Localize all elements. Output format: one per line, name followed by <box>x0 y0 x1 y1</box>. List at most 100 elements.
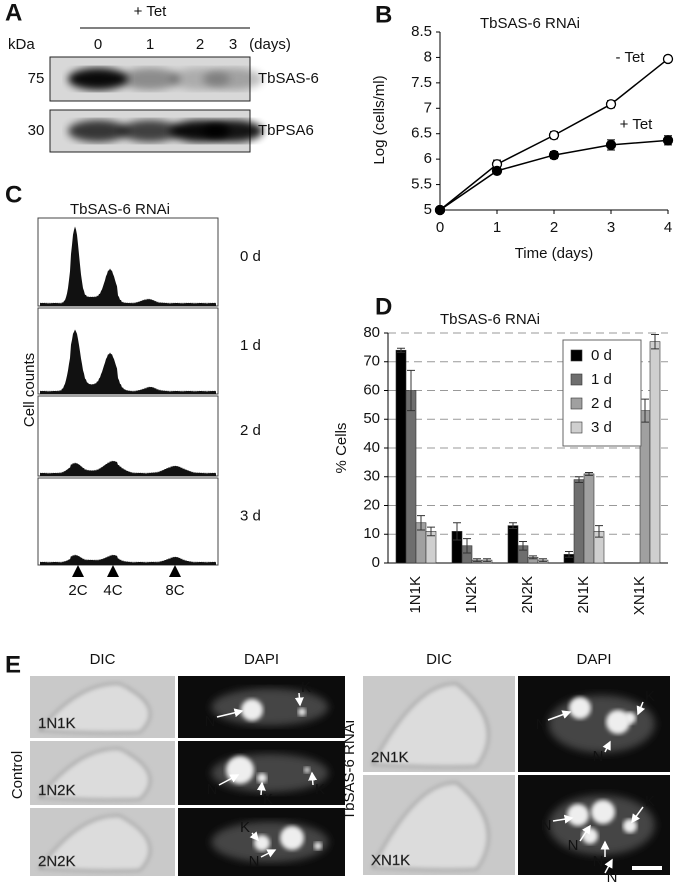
cell-label: 2N1K <box>371 749 409 766</box>
cell-outline <box>38 815 151 872</box>
legend-swatch <box>570 373 583 386</box>
histogram <box>40 329 216 394</box>
marker-label: N <box>541 817 552 834</box>
bar <box>573 479 585 564</box>
marker-label: K <box>263 791 273 808</box>
x-tick-label: XN1K <box>631 576 648 615</box>
y-tick-label: 8.5 <box>411 23 432 40</box>
error-bar <box>407 369 415 412</box>
nucleus <box>567 804 589 826</box>
marker-label: N <box>593 853 604 870</box>
nucleus <box>280 826 304 850</box>
error-bar <box>575 476 583 483</box>
y-tick-label: 70 <box>363 353 380 370</box>
nucleus <box>241 699 263 721</box>
y-tick-label: 8 <box>424 48 432 65</box>
blot-band <box>120 68 180 90</box>
data-point <box>491 165 503 176</box>
error-bar <box>519 540 527 551</box>
blot-band <box>203 120 263 142</box>
nucleus <box>314 842 322 850</box>
error-bar <box>397 347 405 353</box>
data-point <box>662 53 674 65</box>
histogram <box>40 460 216 476</box>
error-bar <box>427 526 435 537</box>
chart-title: TbSAS-6 RNAi <box>480 15 580 32</box>
marker-arrow <box>260 849 277 858</box>
legend-swatch <box>570 397 583 410</box>
nucleus <box>257 773 267 783</box>
cell-glow <box>548 695 655 753</box>
panel-letter: D <box>375 293 392 320</box>
legend-label: 3 d <box>591 419 612 436</box>
lane-label: 1 <box>146 36 154 53</box>
y-tick-label: 6.5 <box>411 125 432 142</box>
x-tick-label: 1N1K <box>407 576 424 614</box>
x-tick-label: 1 <box>493 219 501 236</box>
x-tick-label: 0 <box>436 219 444 236</box>
data-point <box>434 204 446 216</box>
error-bar <box>641 398 649 423</box>
column-label: DAPI <box>244 651 279 668</box>
marker-label: N <box>249 853 260 870</box>
peak-label: 2C <box>68 582 87 599</box>
x-tick-label: 2 <box>550 219 558 236</box>
y-tick-label: 5.5 <box>411 176 432 193</box>
y-tick-label: 20 <box>363 496 380 513</box>
x-tick-label: 3 <box>607 219 615 236</box>
nucleus <box>623 819 637 833</box>
y-tick-label: 80 <box>363 324 380 341</box>
error-bar <box>595 525 603 538</box>
data-point <box>605 99 617 110</box>
unit-label: kDa <box>8 36 35 53</box>
nucleus <box>569 697 591 719</box>
error-bar <box>529 555 537 560</box>
bar <box>649 341 661 564</box>
error-bar <box>453 522 461 541</box>
marker-label: N <box>207 781 218 798</box>
x-tick-label: 2N2K <box>519 576 536 614</box>
marker-label: K <box>315 781 325 798</box>
cell-outline <box>38 748 151 801</box>
cell-label: 1N2K <box>38 782 76 799</box>
marker-label: N <box>568 837 579 854</box>
nucleus <box>606 710 630 734</box>
panel-letter: E <box>5 651 21 678</box>
marker-arrow <box>604 858 613 874</box>
error-bar <box>585 471 593 476</box>
group-label: TbSAS-6 RNAi <box>341 720 358 820</box>
timepoint-label: 1 d <box>240 337 261 354</box>
y-axis-label: % Cells <box>333 423 350 474</box>
y-tick-label: 10 <box>363 525 380 542</box>
nucleus <box>591 800 615 824</box>
peak-label: 8C <box>165 582 184 599</box>
x-tick-label: 1N2K <box>463 576 480 614</box>
nucleus <box>298 708 306 716</box>
y-tick-label: 7 <box>424 99 432 116</box>
error-bar <box>483 558 491 563</box>
panel-title: TbSAS-6 RNAi <box>70 201 170 218</box>
timepoint-label: 2 d <box>240 422 261 439</box>
panel-letter: C <box>5 181 22 208</box>
y-axis-label: Log (cells/ml) <box>371 75 388 164</box>
x-axis-label: Time (days) <box>515 245 594 262</box>
marker-arrow <box>552 814 574 824</box>
bar <box>583 473 595 564</box>
marker-arrow <box>547 710 572 721</box>
lane-label: 2 <box>196 36 204 53</box>
error-bar <box>463 538 471 554</box>
cell-outline <box>38 683 151 734</box>
y-tick-label: 5 <box>424 201 432 218</box>
scale-bar <box>632 866 662 870</box>
group-label: Control <box>9 751 26 799</box>
band-label: TbPSA6 <box>258 122 314 139</box>
data-point <box>605 139 617 151</box>
series-label: + Tet <box>620 116 653 133</box>
histogram <box>40 226 216 306</box>
chart-title: TbSAS-6 RNAi <box>440 311 540 328</box>
histogram-box <box>37 307 219 395</box>
marker-arrow <box>256 781 266 796</box>
timepoint-label: 3 d <box>240 507 261 524</box>
bar <box>405 390 417 564</box>
